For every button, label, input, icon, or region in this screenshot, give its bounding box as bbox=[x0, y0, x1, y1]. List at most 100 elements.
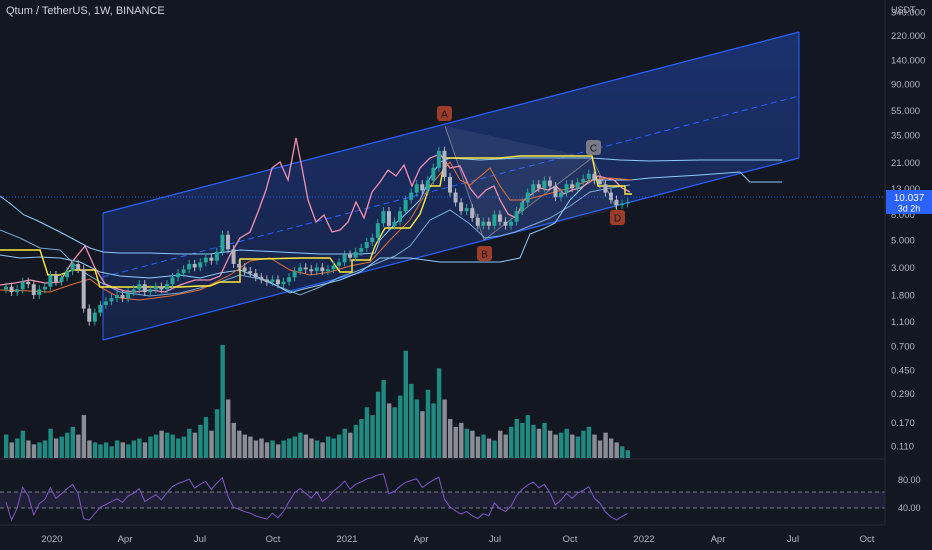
candle[interactable] bbox=[575, 178, 580, 193]
candle[interactable] bbox=[503, 217, 508, 230]
candle[interactable] bbox=[375, 219, 380, 242]
candle[interactable] bbox=[597, 176, 602, 189]
channel-upper-line[interactable] bbox=[102, 31, 800, 214]
candle[interactable] bbox=[614, 195, 619, 210]
candle[interactable] bbox=[203, 253, 208, 267]
candle[interactable] bbox=[214, 247, 219, 265]
candle[interactable] bbox=[581, 174, 586, 187]
candle[interactable] bbox=[26, 277, 31, 289]
candle[interactable] bbox=[237, 259, 242, 272]
candlestick-series[interactable] bbox=[4, 146, 630, 326]
candle[interactable] bbox=[386, 207, 391, 230]
candle[interactable] bbox=[253, 268, 258, 282]
price-axis[interactable]: 340.000 220.000 140.000 90.000 55.000 35.000 2… bbox=[884, 0, 925, 525]
candle[interactable] bbox=[353, 247, 358, 262]
candle[interactable] bbox=[497, 210, 502, 226]
candle[interactable] bbox=[370, 233, 375, 247]
candle[interactable] bbox=[542, 176, 547, 193]
candle[interactable] bbox=[303, 263, 308, 274]
candle[interactable] bbox=[126, 287, 131, 303]
candle[interactable] bbox=[381, 207, 386, 228]
candle[interactable] bbox=[586, 169, 591, 183]
candle[interactable] bbox=[320, 263, 325, 276]
candle[interactable] bbox=[348, 250, 353, 262]
candle[interactable] bbox=[4, 282, 8, 294]
candle[interactable] bbox=[231, 245, 236, 268]
candle[interactable] bbox=[170, 273, 175, 289]
volume-histogram[interactable] bbox=[4, 344, 630, 458]
candle[interactable] bbox=[181, 265, 186, 278]
candle[interactable] bbox=[153, 282, 158, 294]
candle[interactable] bbox=[226, 230, 230, 254]
candle[interactable] bbox=[76, 259, 81, 274]
candle[interactable] bbox=[148, 285, 153, 297]
candle[interactable] bbox=[176, 268, 181, 282]
candle[interactable] bbox=[608, 188, 613, 204]
candle[interactable] bbox=[342, 250, 347, 267]
label-a[interactable]: A bbox=[437, 106, 452, 121]
candle[interactable] bbox=[453, 188, 458, 207]
candle[interactable] bbox=[137, 280, 142, 294]
candle[interactable] bbox=[564, 180, 569, 197]
candle[interactable] bbox=[259, 273, 264, 284]
candle[interactable] bbox=[309, 265, 314, 276]
candle[interactable] bbox=[470, 203, 475, 222]
candle[interactable] bbox=[270, 275, 275, 286]
candle[interactable] bbox=[325, 265, 330, 276]
candle[interactable] bbox=[409, 188, 414, 204]
candle[interactable] bbox=[420, 180, 425, 195]
channel-lower-line[interactable] bbox=[102, 157, 800, 341]
candle[interactable] bbox=[37, 285, 42, 299]
candle[interactable] bbox=[20, 277, 25, 294]
candle[interactable] bbox=[359, 243, 364, 256]
candle[interactable] bbox=[9, 282, 14, 297]
candle[interactable] bbox=[87, 304, 92, 326]
candle[interactable] bbox=[70, 259, 75, 276]
candle[interactable] bbox=[15, 285, 20, 297]
candle[interactable] bbox=[525, 188, 530, 207]
candle[interactable] bbox=[142, 280, 147, 297]
candle[interactable] bbox=[287, 273, 292, 286]
candle[interactable] bbox=[464, 203, 469, 216]
candle[interactable] bbox=[53, 271, 58, 286]
candle[interactable] bbox=[509, 217, 514, 230]
rsi-pane[interactable] bbox=[0, 458, 885, 526]
candle[interactable] bbox=[442, 146, 447, 181]
candle[interactable] bbox=[92, 308, 97, 326]
candle[interactable] bbox=[492, 210, 497, 230]
candle[interactable] bbox=[164, 280, 169, 294]
candle[interactable] bbox=[603, 180, 608, 197]
candle[interactable] bbox=[459, 198, 464, 216]
candle[interactable] bbox=[553, 182, 558, 202]
candle[interactable] bbox=[264, 275, 269, 286]
candle[interactable] bbox=[187, 259, 192, 274]
candle[interactable] bbox=[48, 271, 53, 291]
candle[interactable] bbox=[81, 265, 86, 313]
candle[interactable] bbox=[625, 198, 630, 208]
candle[interactable] bbox=[131, 285, 136, 297]
candle[interactable] bbox=[364, 237, 369, 252]
candle[interactable] bbox=[65, 267, 70, 282]
candle[interactable] bbox=[159, 282, 164, 294]
candle[interactable] bbox=[398, 207, 403, 226]
candle[interactable] bbox=[120, 290, 125, 303]
candle[interactable] bbox=[547, 176, 552, 191]
candle[interactable] bbox=[220, 230, 225, 256]
candle[interactable] bbox=[298, 263, 303, 276]
candle[interactable] bbox=[570, 180, 575, 193]
candle[interactable] bbox=[109, 293, 114, 306]
candle[interactable] bbox=[198, 258, 203, 272]
candle[interactable] bbox=[531, 180, 536, 197]
candle[interactable] bbox=[337, 258, 341, 270]
label-d[interactable]: D bbox=[610, 210, 625, 225]
candle[interactable] bbox=[481, 217, 486, 230]
candle[interactable] bbox=[115, 290, 119, 303]
candle[interactable] bbox=[448, 172, 452, 197]
candle[interactable] bbox=[248, 267, 253, 278]
candle[interactable] bbox=[425, 176, 430, 195]
candle[interactable] bbox=[536, 180, 541, 193]
label-b[interactable]: B bbox=[477, 246, 492, 261]
candle[interactable] bbox=[103, 297, 108, 309]
candle[interactable] bbox=[403, 195, 408, 216]
candle[interactable] bbox=[436, 146, 441, 172]
